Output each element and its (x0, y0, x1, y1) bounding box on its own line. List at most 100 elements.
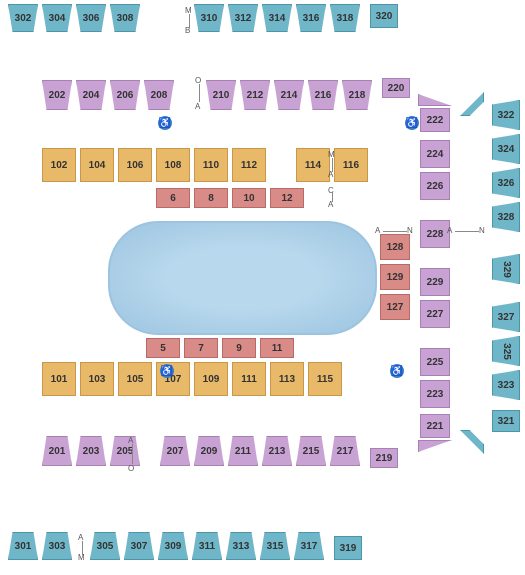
section-302[interactable]: 302 (8, 4, 38, 32)
section-308[interactable]: 308 (110, 4, 140, 32)
section-212[interactable]: 212 (240, 80, 270, 110)
section-216[interactable]: 216 (308, 80, 338, 110)
section-317[interactable]: 317 (294, 532, 324, 560)
section-101[interactable]: 101 (42, 362, 76, 396)
section-10[interactable]: 10 (232, 188, 266, 208)
section-221[interactable]: 221 (420, 414, 450, 438)
section-327[interactable]: 327 (492, 302, 520, 332)
section-328[interactable]: 328 (492, 202, 520, 232)
row-line (383, 231, 407, 232)
section-229[interactable]: 229 (420, 268, 450, 296)
section-305[interactable]: 305 (90, 532, 120, 560)
section-202[interactable]: 202 (42, 80, 72, 110)
section-318[interactable]: 318 (330, 4, 360, 32)
section-210[interactable]: 210 (206, 80, 236, 110)
section-12[interactable]: 12 (270, 188, 304, 208)
section-226[interactable]: 226 (420, 172, 450, 200)
section-227[interactable]: 227 (420, 300, 450, 328)
section-215[interactable]: 215 (296, 436, 326, 466)
section-108[interactable]: 108 (156, 148, 190, 182)
row-line (332, 192, 333, 202)
section-129[interactable]: 129 (380, 264, 410, 290)
section-corner (460, 430, 484, 454)
section-307[interactable]: 307 (124, 532, 154, 560)
section-220[interactable]: 220 (382, 78, 410, 98)
section-316[interactable]: 316 (296, 4, 326, 32)
section-218[interactable]: 218 (342, 80, 372, 110)
section-224[interactable]: 224 (420, 140, 450, 168)
section-201[interactable]: 201 (42, 436, 72, 466)
section-209[interactable]: 209 (194, 436, 224, 466)
section-306[interactable]: 306 (76, 4, 106, 32)
section-206[interactable]: 206 (110, 80, 140, 110)
section-309[interactable]: 309 (158, 532, 188, 560)
section-8[interactable]: 8 (194, 188, 228, 208)
accessible-icon: ♿ (405, 116, 419, 130)
section-314[interactable]: 314 (262, 4, 292, 32)
row-line (132, 444, 133, 464)
section-320[interactable]: 320 (370, 4, 398, 28)
accessible-icon: ♿ (390, 364, 404, 378)
section-11[interactable]: 11 (260, 338, 294, 358)
section-303[interactable]: 303 (42, 532, 72, 560)
row-line (82, 541, 83, 555)
section-222[interactable]: 222 (420, 108, 450, 132)
section-228[interactable]: 228 (420, 220, 450, 248)
section-205[interactable]: 205 (110, 436, 140, 466)
section-103[interactable]: 103 (80, 362, 114, 396)
section-corner (460, 92, 484, 116)
section-310[interactable]: 310 (194, 4, 224, 32)
section-312[interactable]: 312 (228, 4, 258, 32)
section-311[interactable]: 311 (192, 532, 222, 560)
section-106[interactable]: 106 (118, 148, 152, 182)
section-116[interactable]: 116 (334, 148, 368, 182)
accessible-icon: ♿ (158, 116, 172, 130)
section-223[interactable]: 223 (420, 380, 450, 408)
section-211[interactable]: 211 (228, 436, 258, 466)
section-109[interactable]: 109 (194, 362, 228, 396)
section-127[interactable]: 127 (380, 294, 410, 320)
section-325[interactable]: 325 (492, 336, 520, 366)
section-corner (418, 94, 452, 106)
section-326[interactable]: 326 (492, 168, 520, 198)
section-113[interactable]: 113 (270, 362, 304, 396)
section-110[interactable]: 110 (194, 148, 228, 182)
row-label: A (447, 226, 452, 235)
section-219[interactable]: 219 (370, 448, 398, 468)
section-322[interactable]: 322 (492, 100, 520, 130)
section-6[interactable]: 6 (156, 188, 190, 208)
row-label: A (195, 102, 200, 111)
section-323[interactable]: 323 (492, 370, 520, 400)
section-204[interactable]: 204 (76, 80, 106, 110)
section-105[interactable]: 105 (118, 362, 152, 396)
section-112[interactable]: 112 (232, 148, 266, 182)
section-304[interactable]: 304 (42, 4, 72, 32)
section-208[interactable]: 208 (144, 80, 174, 110)
section-7[interactable]: 7 (184, 338, 218, 358)
row-label: N (479, 226, 485, 235)
section-104[interactable]: 104 (80, 148, 114, 182)
section-5[interactable]: 5 (146, 338, 180, 358)
section-315[interactable]: 315 (260, 532, 290, 560)
section-329[interactable]: 329 (492, 254, 520, 284)
section-114[interactable]: 114 (296, 148, 330, 182)
section-319[interactable]: 319 (334, 536, 362, 560)
row-label: A (375, 226, 380, 235)
section-213[interactable]: 213 (262, 436, 292, 466)
section-321[interactable]: 321 (492, 410, 520, 432)
section-225[interactable]: 225 (420, 348, 450, 376)
section-324[interactable]: 324 (492, 134, 520, 164)
section-313[interactable]: 313 (226, 532, 256, 560)
accessible-icon: ♿ (160, 364, 174, 378)
section-9[interactable]: 9 (222, 338, 256, 358)
row-line (199, 84, 200, 102)
section-111[interactable]: 111 (232, 362, 266, 396)
section-217[interactable]: 217 (330, 436, 360, 466)
section-128[interactable]: 128 (380, 234, 410, 260)
section-301[interactable]: 301 (8, 532, 38, 560)
section-102[interactable]: 102 (42, 148, 76, 182)
section-203[interactable]: 203 (76, 436, 106, 466)
section-214[interactable]: 214 (274, 80, 304, 110)
section-115[interactable]: 115 (308, 362, 342, 396)
section-207[interactable]: 207 (160, 436, 190, 466)
